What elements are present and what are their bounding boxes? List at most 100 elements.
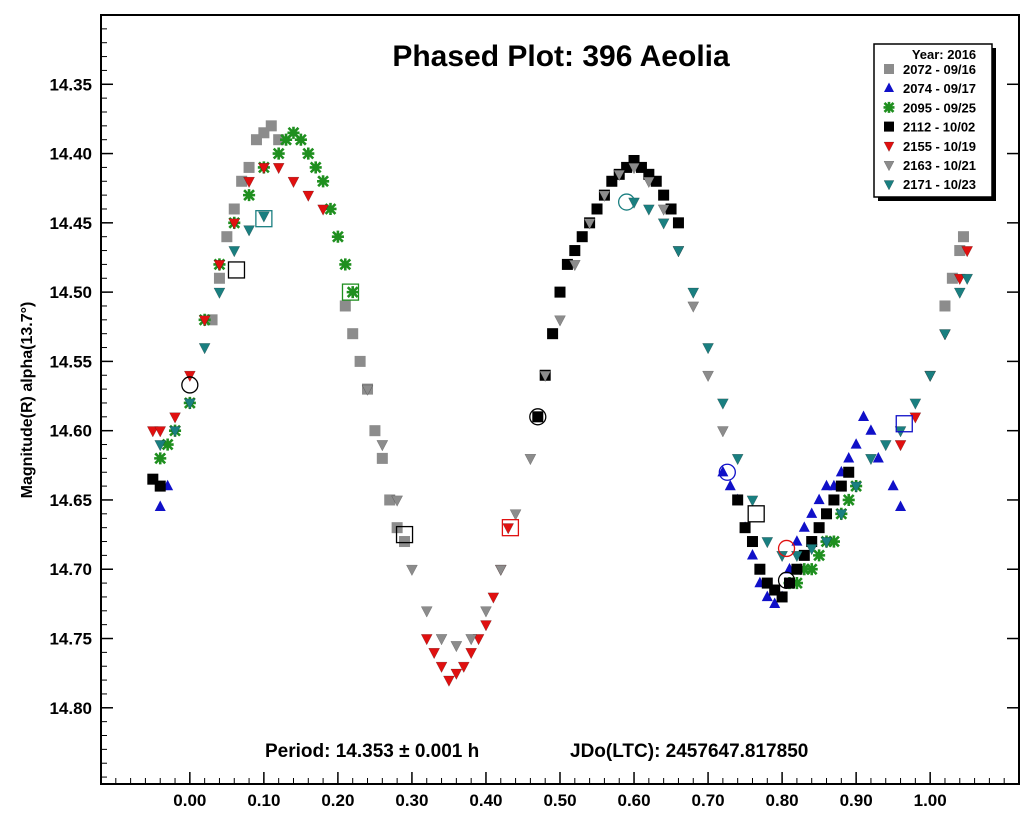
x-tick-label: 0.30 bbox=[395, 791, 428, 810]
data-point bbox=[717, 465, 729, 477]
data-point bbox=[887, 479, 899, 491]
data-point bbox=[509, 509, 522, 521]
data-point bbox=[702, 343, 714, 355]
open-circle-marker bbox=[777, 539, 796, 558]
legend-marker bbox=[883, 101, 895, 113]
data-point bbox=[957, 231, 969, 243]
data-point bbox=[724, 479, 736, 491]
data-point bbox=[243, 225, 255, 237]
legend-entry: 2112 - 10/02 bbox=[903, 120, 975, 135]
open-circle-marker bbox=[617, 193, 636, 211]
data-point bbox=[302, 147, 315, 160]
data-point bbox=[376, 452, 388, 464]
data-point bbox=[169, 412, 181, 424]
data-point bbox=[746, 536, 758, 548]
data-point bbox=[243, 161, 255, 173]
data-point bbox=[346, 286, 359, 299]
data-point bbox=[339, 300, 351, 312]
data-point bbox=[821, 508, 833, 520]
data-point bbox=[716, 426, 729, 438]
x-tick-label: 0.60 bbox=[617, 791, 650, 810]
data-point bbox=[465, 647, 478, 660]
y-tick-label: 14.80 bbox=[49, 699, 92, 718]
data-point bbox=[961, 273, 974, 286]
legend-marker bbox=[883, 161, 895, 172]
data-point bbox=[954, 245, 966, 257]
data-point bbox=[228, 203, 240, 215]
data-point bbox=[628, 163, 640, 175]
x-tick-label: 1.00 bbox=[914, 791, 947, 810]
data-point bbox=[805, 563, 818, 576]
data-point bbox=[257, 163, 270, 175]
data-point bbox=[953, 273, 966, 286]
data-point bbox=[606, 175, 618, 187]
data-point bbox=[287, 176, 300, 189]
legend-entry: 2095 - 09/25 bbox=[903, 100, 976, 115]
data-point bbox=[642, 176, 655, 189]
data-point bbox=[472, 634, 485, 646]
data-point bbox=[953, 287, 966, 299]
data-point bbox=[732, 494, 744, 506]
data-point bbox=[361, 384, 374, 396]
data-point bbox=[420, 634, 433, 646]
data-point bbox=[524, 454, 537, 466]
data-point bbox=[198, 315, 211, 327]
x-tick-label: 0.00 bbox=[173, 791, 206, 810]
open-square-marker bbox=[255, 210, 273, 228]
data-point bbox=[465, 634, 478, 646]
data-point bbox=[613, 169, 626, 182]
data-point bbox=[213, 287, 226, 299]
data-point bbox=[946, 272, 958, 284]
data-point bbox=[813, 549, 826, 562]
data-point bbox=[924, 370, 937, 383]
data-point bbox=[746, 495, 759, 507]
y-tick-label: 14.35 bbox=[49, 75, 92, 94]
data-point bbox=[161, 438, 174, 451]
data-point bbox=[576, 231, 588, 243]
data-point bbox=[895, 500, 907, 512]
y-tick-label: 14.75 bbox=[49, 630, 92, 649]
data-point bbox=[583, 218, 596, 230]
data-point bbox=[828, 494, 840, 506]
data-point bbox=[554, 286, 566, 298]
data-point bbox=[761, 537, 774, 549]
data-point bbox=[591, 203, 603, 215]
data-point bbox=[569, 245, 581, 257]
data-point bbox=[236, 175, 248, 187]
data-point bbox=[858, 410, 870, 421]
data-point bbox=[672, 246, 685, 258]
data-point bbox=[843, 466, 855, 478]
legend-marker bbox=[884, 121, 894, 132]
data-point bbox=[457, 661, 470, 674]
data-point bbox=[198, 343, 211, 355]
data-point bbox=[843, 452, 855, 463]
data-point bbox=[872, 452, 884, 463]
data-point bbox=[879, 440, 892, 452]
data-point bbox=[347, 328, 359, 340]
legend-entry: 2072 - 09/16 bbox=[903, 62, 976, 77]
data-point bbox=[480, 606, 492, 618]
y-tick-label: 14.50 bbox=[49, 283, 92, 302]
legend-marker bbox=[883, 141, 895, 153]
open-square-marker bbox=[341, 283, 360, 301]
open-square-marker bbox=[895, 415, 913, 433]
data-point bbox=[798, 521, 810, 532]
data-point bbox=[835, 509, 848, 521]
data-point bbox=[443, 675, 455, 687]
x-tick-label: 0.20 bbox=[321, 791, 354, 810]
data-point bbox=[939, 329, 951, 341]
data-point bbox=[657, 204, 670, 216]
data-point bbox=[309, 161, 322, 174]
data-point bbox=[399, 536, 411, 548]
open-circle-marker bbox=[181, 376, 199, 394]
data-point bbox=[827, 535, 840, 548]
data-point bbox=[798, 563, 811, 576]
data-point bbox=[894, 440, 907, 452]
data-point bbox=[257, 211, 270, 223]
data-point bbox=[154, 480, 166, 492]
data-point bbox=[258, 127, 270, 139]
data-point bbox=[842, 493, 855, 507]
data-point bbox=[806, 536, 818, 548]
data-point bbox=[761, 577, 773, 589]
data-point bbox=[339, 258, 352, 271]
